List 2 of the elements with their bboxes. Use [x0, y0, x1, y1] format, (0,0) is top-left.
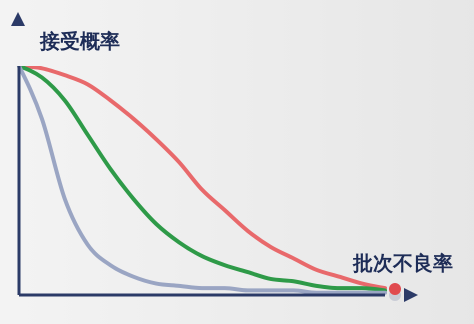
- x-axis-title: 批次不良率: [353, 250, 453, 277]
- y-axis-title: 接受概率: [40, 28, 120, 55]
